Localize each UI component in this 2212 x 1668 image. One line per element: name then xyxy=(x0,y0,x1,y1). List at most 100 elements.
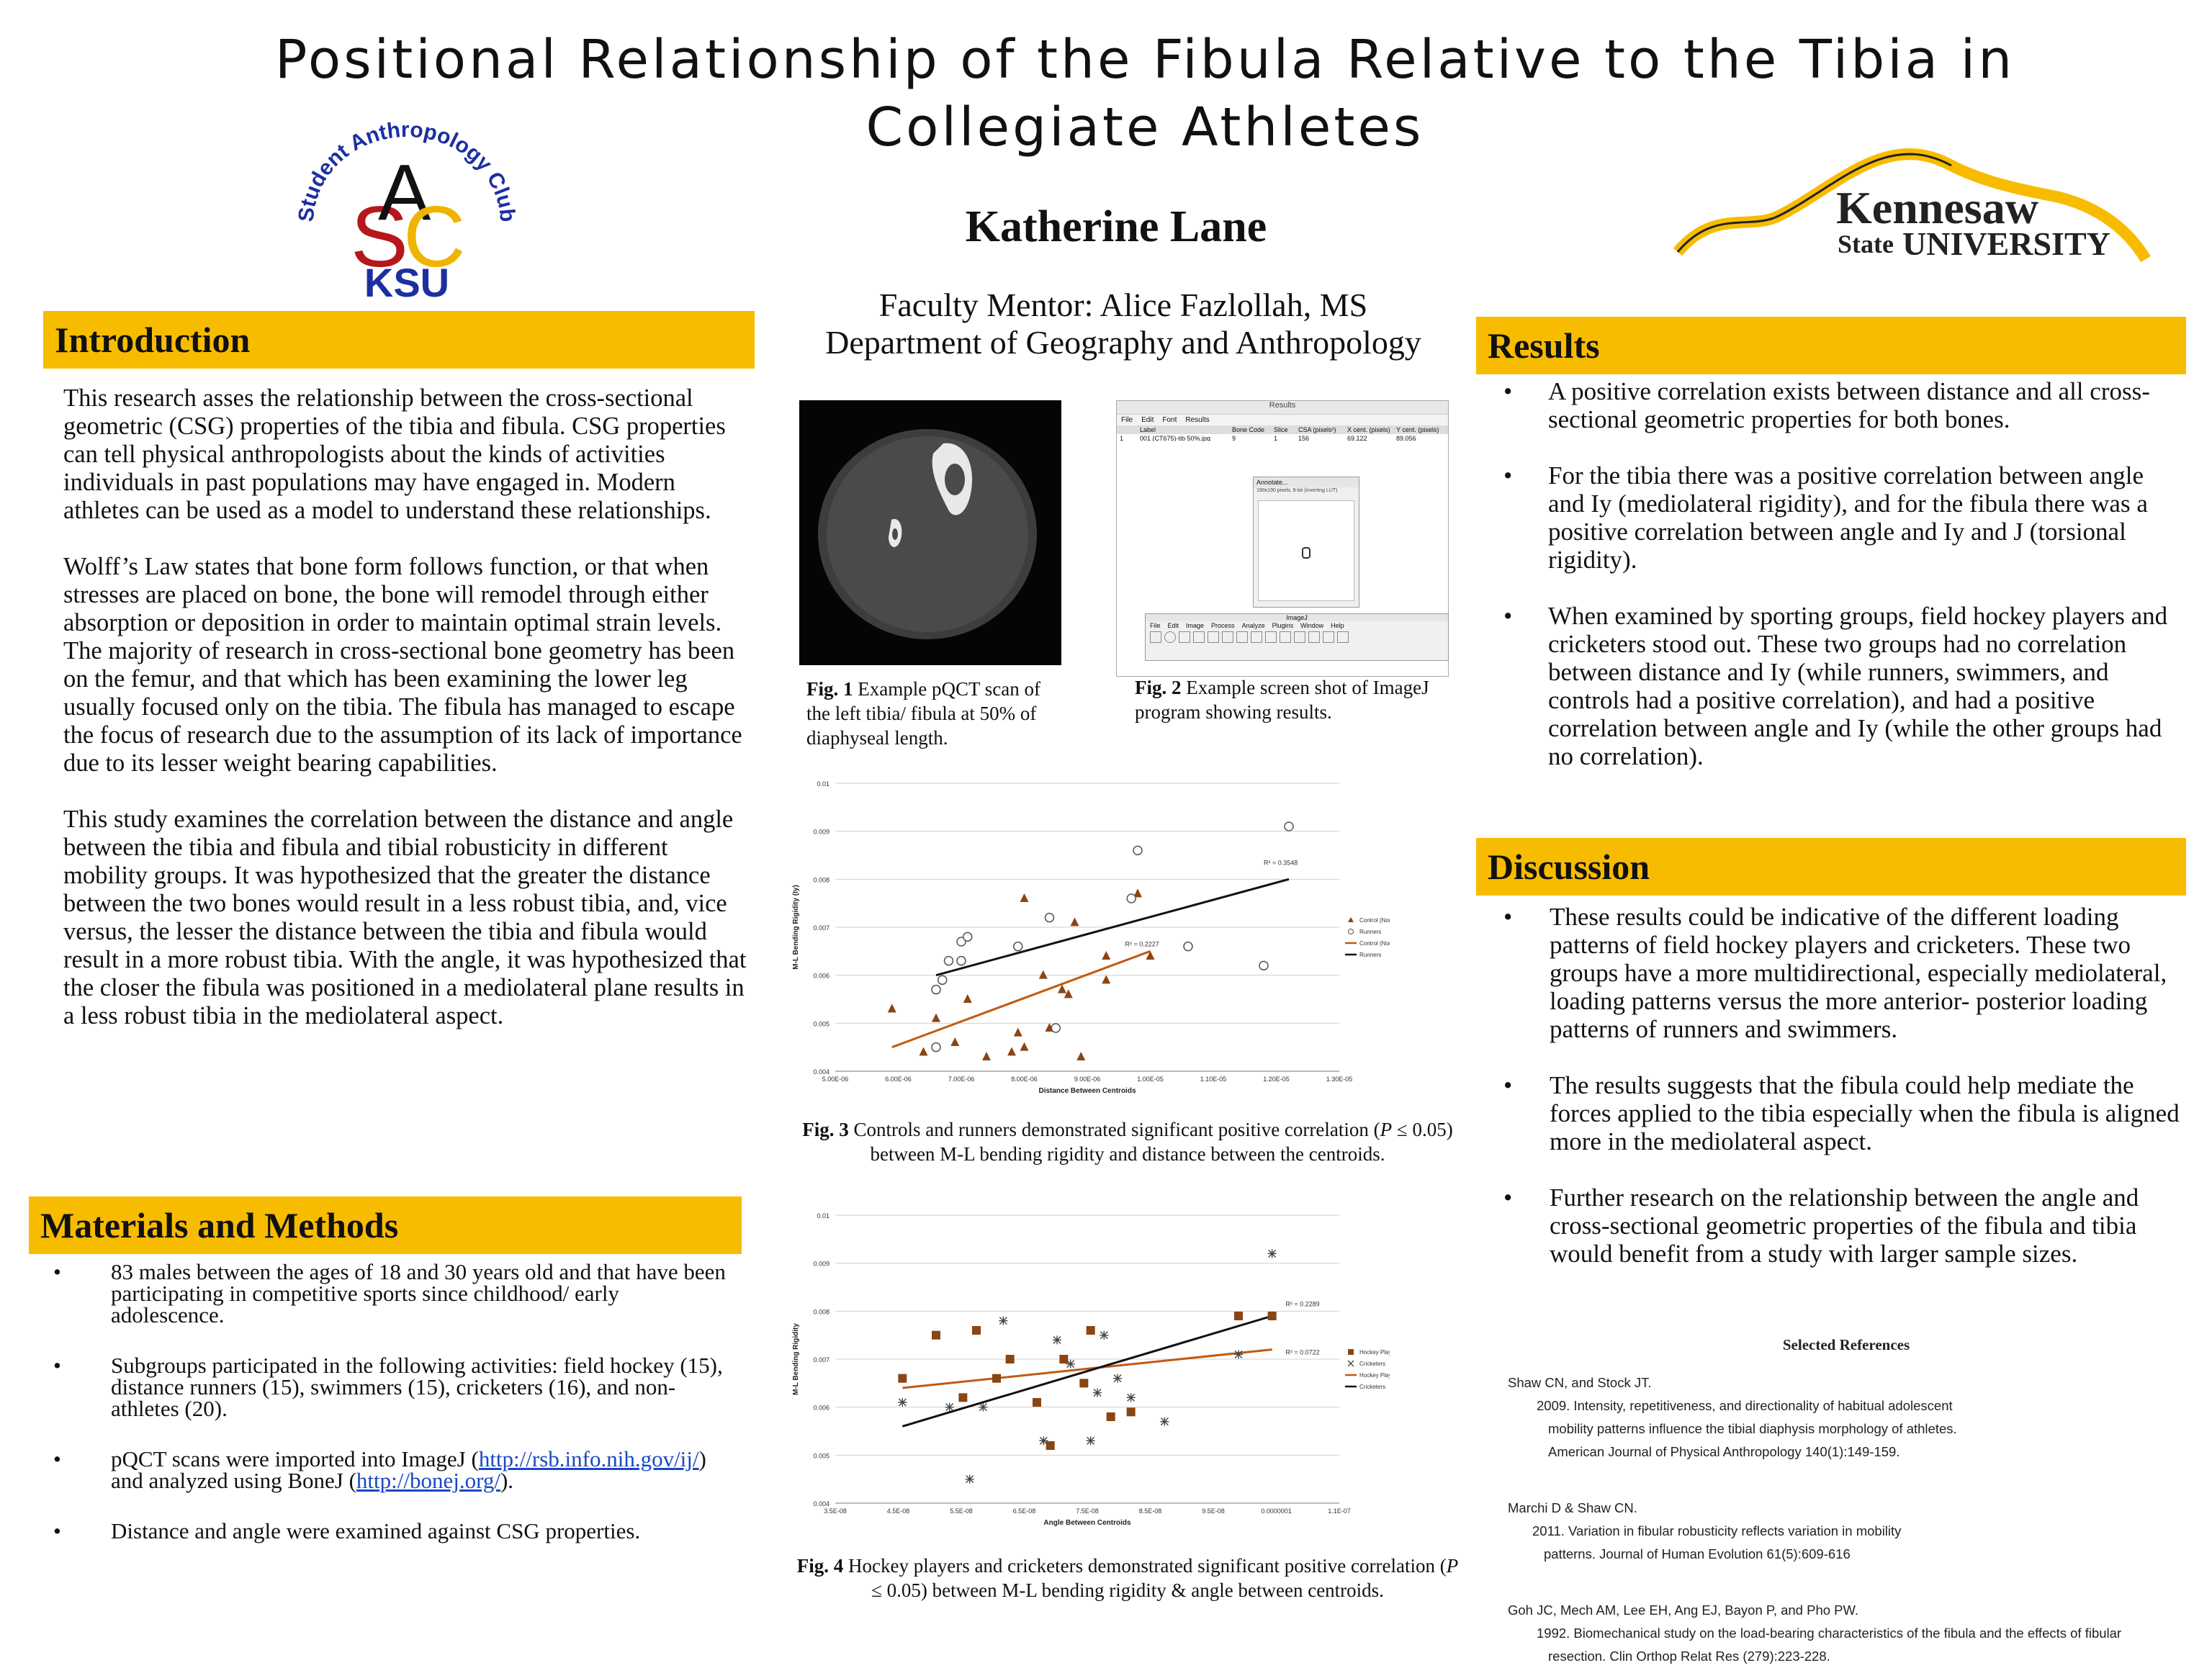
data-point xyxy=(1033,1398,1041,1407)
cell: 001 (CT675)-tib 50%.jpg xyxy=(1140,435,1211,442)
data-point xyxy=(945,1402,954,1412)
x-tick-label: 6.5E-08 xyxy=(1013,1507,1036,1515)
intro-paragraph: This study examines the correlation betw… xyxy=(63,806,747,1029)
mentor-block: Faculty Mentor: Alice Fazlollah, MS Depa… xyxy=(763,287,1483,361)
menu-item[interactable]: Help xyxy=(1331,622,1344,629)
data-point xyxy=(958,1393,968,1402)
data-point xyxy=(1051,1023,1061,1033)
data-point xyxy=(898,1374,907,1383)
y-tick-label: 0.005 xyxy=(813,1020,830,1027)
menu-item[interactable]: Process xyxy=(1211,622,1235,629)
x-tick-label: 3.5E-08 xyxy=(824,1507,847,1515)
menu-item[interactable]: Analyze xyxy=(1241,622,1265,629)
menu-item[interactable]: Plugins xyxy=(1272,622,1294,629)
menu-item[interactable]: Results xyxy=(1185,416,1210,424)
legend-marker xyxy=(1348,929,1354,934)
data-point xyxy=(1267,1249,1277,1258)
tool-icon[interactable] xyxy=(1323,631,1334,643)
methods-heading: Materials and Methods xyxy=(29,1196,742,1254)
tool-icon[interactable] xyxy=(1337,631,1349,643)
menu-item[interactable]: File xyxy=(1150,622,1161,629)
imagej-link[interactable]: http://rsb.info.nih.gov/ij/ xyxy=(478,1446,699,1471)
fig3-caption: Fig. 3 Controls and runners demonstrated… xyxy=(789,1117,1466,1166)
data-point xyxy=(931,984,941,995)
menu-item[interactable]: File xyxy=(1121,416,1133,424)
tool-icon[interactable] xyxy=(1294,631,1305,643)
data-point xyxy=(982,1052,991,1060)
author-name: Katherine Lane xyxy=(965,202,1267,251)
data-point xyxy=(1086,1436,1095,1446)
tool-icon[interactable] xyxy=(1164,631,1176,643)
data-point xyxy=(898,1398,907,1407)
col-header: Label xyxy=(1140,426,1156,433)
menu-item[interactable]: Font xyxy=(1162,416,1177,424)
fig3-scatter-chart: 0.004 0.005 0.006 0.007 0.008 0.009 0.01 5.00E-… xyxy=(792,780,1390,1095)
x-tick-label: 8.5E-08 xyxy=(1139,1507,1162,1515)
menu-item[interactable]: Edit xyxy=(1167,622,1179,629)
data-point xyxy=(1284,821,1294,831)
data-point xyxy=(1259,960,1269,971)
tool-icon[interactable] xyxy=(1222,631,1233,643)
r-squared-label: R² = 0.0722 xyxy=(1285,1348,1319,1356)
legend-label: Runners xyxy=(1359,952,1381,958)
menu-item[interactable]: Window xyxy=(1300,622,1324,629)
reference-line: patterns. Journal of Human Evolution 61(… xyxy=(1544,1546,1851,1561)
data-point xyxy=(950,1037,960,1046)
x-tick-label: 1.20E-05 xyxy=(1263,1076,1290,1083)
data-point xyxy=(1102,975,1111,984)
fig4-caption-text: Hockey players and cricketers demonstrat… xyxy=(843,1555,1447,1577)
y-tick-label: 0.004 xyxy=(813,1500,830,1507)
tool-icon[interactable] xyxy=(1280,631,1291,643)
r-squared-label: R² = 0.2227 xyxy=(1125,941,1159,948)
tool-icon[interactable] xyxy=(1208,631,1219,643)
tool-icon[interactable] xyxy=(1150,631,1161,643)
legend-label: Control (Non-Athletes) xyxy=(1359,940,1390,947)
col-header: Bone Code xyxy=(1232,426,1265,433)
reference-authors: Marchi D & Shaw CN. xyxy=(1508,1500,1637,1515)
reference-entry: Marchi D & Shaw CN. 2011. Variation in f… xyxy=(1508,1497,2185,1566)
fig4-label: Fig. 4 xyxy=(796,1555,844,1577)
tool-icon[interactable] xyxy=(1236,631,1248,643)
data-point xyxy=(1020,1042,1029,1051)
data-point xyxy=(1113,1374,1122,1383)
pqct-scan-image xyxy=(799,400,1061,665)
data-point xyxy=(919,1047,928,1056)
data-point xyxy=(1267,1312,1277,1320)
y-tick-label: 0.008 xyxy=(813,1308,830,1315)
data-point xyxy=(1039,1436,1048,1446)
data-point xyxy=(963,932,973,942)
cell: 1 xyxy=(1120,435,1124,442)
tool-icon[interactable] xyxy=(1179,631,1190,643)
data-point xyxy=(1100,1330,1109,1340)
data-point xyxy=(1058,984,1066,993)
data-point xyxy=(1146,951,1155,960)
annotate-canvas xyxy=(1258,500,1354,601)
ksu-logo-university: UNIVERSITY xyxy=(1902,225,2110,262)
data-point xyxy=(1044,912,1055,923)
r-squared-label: R² = 0.3548 xyxy=(1264,859,1298,866)
data-point xyxy=(1126,893,1136,903)
tool-icon[interactable] xyxy=(1265,631,1277,643)
bonej-link[interactable]: http://bonej.org/ xyxy=(356,1468,500,1493)
menu-item[interactable]: Image xyxy=(1186,622,1205,629)
results-row[interactable]: 1 001 (CT675)-tib 50%.jpg 9 1 156 69.122… xyxy=(1117,434,1448,443)
data-point xyxy=(965,1474,974,1484)
cell: 1 xyxy=(1274,435,1278,442)
results-window-title: Results xyxy=(1117,401,1448,415)
menu-item[interactable]: Edit xyxy=(1141,416,1154,424)
tool-icon[interactable] xyxy=(1193,631,1205,643)
references: Selected References Shaw CN, and Stock J… xyxy=(1508,1336,2185,1668)
cell: 156 xyxy=(1298,435,1310,442)
x-tick-label: 0.0000001 xyxy=(1261,1507,1292,1515)
results-list: A positive correlation exists between di… xyxy=(1483,377,2175,798)
imagej-screenshot: Results File Edit Font Results Label Bon… xyxy=(1116,400,1449,677)
data-point xyxy=(1126,1393,1136,1402)
tool-icon[interactable] xyxy=(1308,631,1320,643)
tool-icon[interactable] xyxy=(1251,631,1262,643)
col-header: X cent. (pixels) xyxy=(1347,426,1390,433)
imagej-window: ImageJ File Edit Image Process Analyze P… xyxy=(1145,613,1449,661)
methods-list: 83 males between the ages of 18 and 30 y… xyxy=(35,1261,726,1571)
fig3-caption-text: ≤ 0.05) between M-L bending rigidity and… xyxy=(870,1119,1453,1165)
reference-authors: Shaw CN, and Stock JT. xyxy=(1508,1375,1652,1390)
results-item: A positive correlation exists between di… xyxy=(1483,377,2175,433)
